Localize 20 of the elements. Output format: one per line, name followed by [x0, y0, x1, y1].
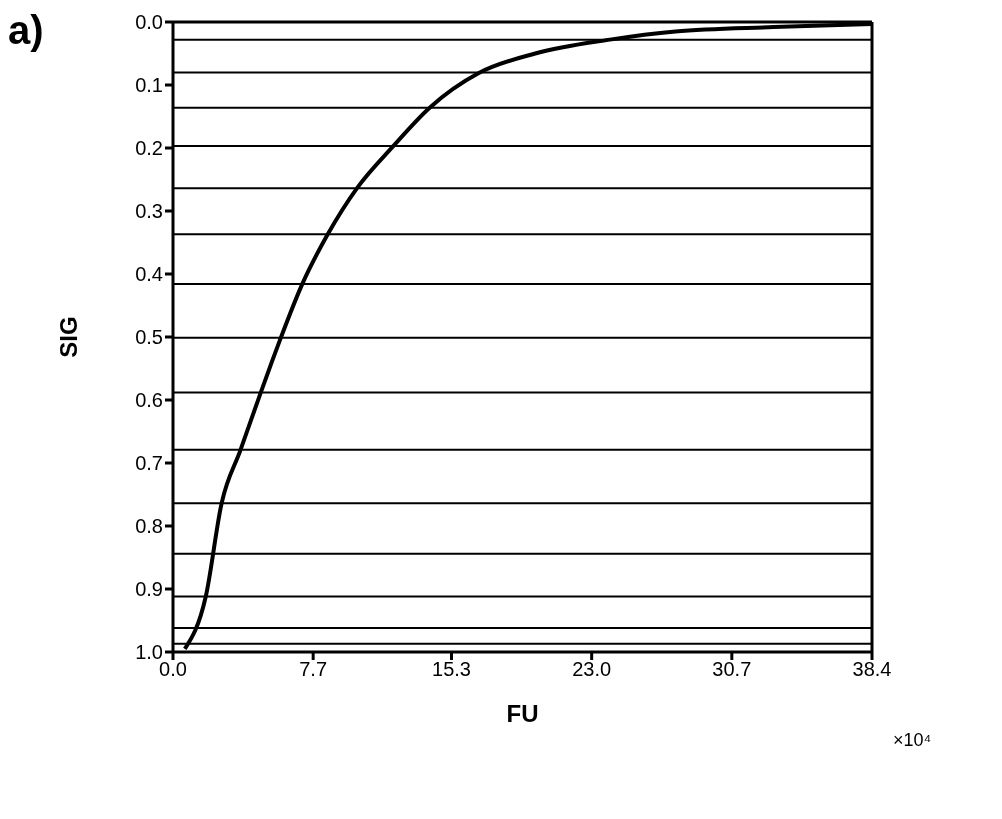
- text: a): [8, 8, 44, 53]
- x-tick-label: 23.0: [572, 658, 612, 681]
- y-tick-label: 0.0: [135, 11, 163, 34]
- y-tick-label: 0.6: [135, 389, 163, 412]
- text: ×10⁴: [893, 730, 932, 751]
- y-tick-label: 0.5: [135, 326, 163, 349]
- y-tick-label: 0.3: [135, 200, 163, 223]
- x-tick-label: 7.7: [299, 658, 328, 681]
- y-tick-label: 0.1: [135, 74, 163, 97]
- y-tick-label: 0.2: [135, 137, 163, 160]
- y-tick-label: 0.4: [135, 263, 163, 286]
- y-tick-label: 0.8: [135, 515, 163, 538]
- x-axis-title: FU: [506, 700, 539, 727]
- x-tick-label: 0.0: [159, 658, 187, 681]
- y-tick-label: 0.9: [135, 578, 163, 601]
- x-tick-label: 30.7: [712, 658, 752, 681]
- x-tick-label: 15.3: [432, 658, 471, 681]
- y-tick-label: 0.7: [135, 452, 163, 475]
- y-axis-title: SIG: [54, 316, 82, 358]
- x-tick-label: 38.4: [852, 658, 892, 681]
